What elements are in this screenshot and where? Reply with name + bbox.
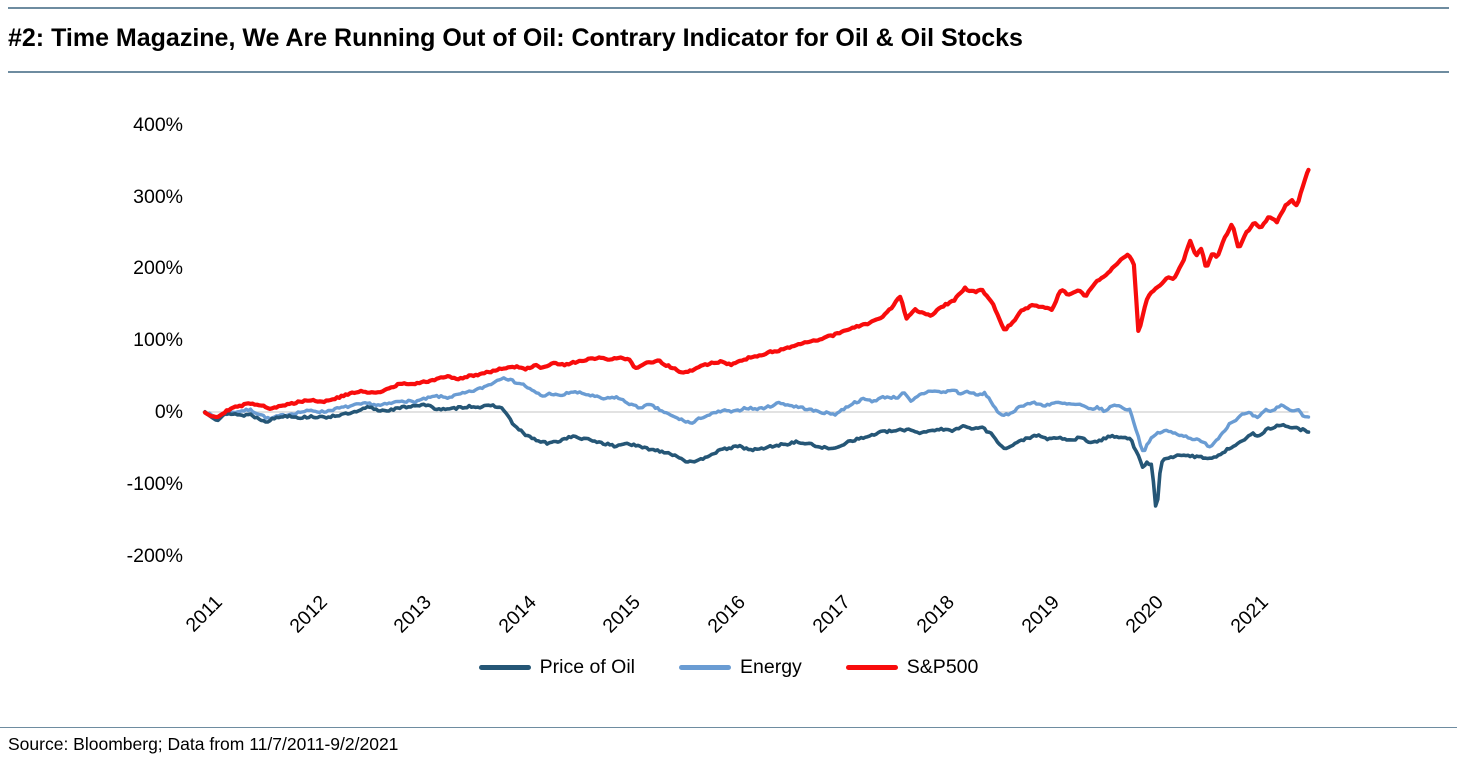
legend-label-sp500: S&P500 <box>906 656 979 678</box>
chart-title: #2: Time Magazine, We Are Running Out of… <box>8 24 1023 52</box>
series-line-price-of-oil <box>203 402 1311 508</box>
y-tick-label: 300% <box>133 185 183 208</box>
y-tick-label: 200% <box>133 257 183 280</box>
y-tick-label: 100% <box>133 329 183 352</box>
sp500-line-swatch <box>845 664 898 670</box>
legend-item-sp500: S&P500 <box>845 655 979 679</box>
price-of-oil-line-swatch <box>478 664 531 670</box>
legend-label-price-of-oil: Price of Oil <box>539 656 635 678</box>
chart-legend: Price of Oil Energy S&P500 <box>0 655 1457 679</box>
legend-label-energy: Energy <box>740 656 802 678</box>
legend-item-price-of-oil: Price of Oil <box>478 655 635 679</box>
y-tick-label: 400% <box>133 113 183 136</box>
series-line-energy <box>203 376 1311 453</box>
footer-rule <box>0 727 1457 728</box>
y-tick-label: -200% <box>126 544 183 567</box>
title-underline <box>8 71 1449 73</box>
series-line-s-p500 <box>202 167 1311 420</box>
energy-line-swatch <box>679 664 731 670</box>
top-rule <box>8 7 1449 9</box>
legend-item-energy: Energy <box>679 655 802 679</box>
y-tick-label: 0% <box>154 401 183 423</box>
source-text: Source: Bloomberg; Data from 11/7/2011-9… <box>8 734 399 754</box>
y-tick-label: -100% <box>126 472 183 495</box>
